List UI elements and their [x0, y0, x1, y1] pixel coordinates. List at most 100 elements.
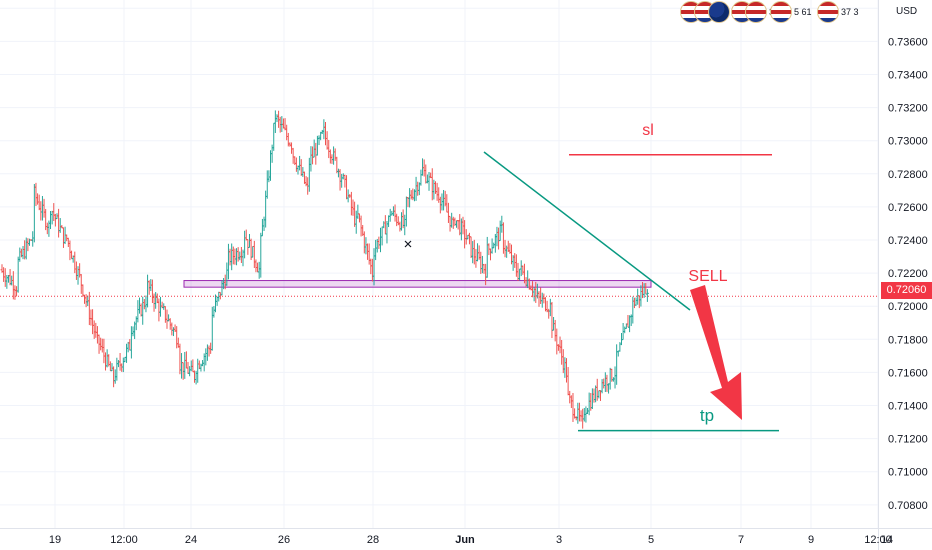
ohlc-bar	[214, 294, 218, 313]
ohlc-bar	[168, 318, 172, 330]
support-zone-layer	[183, 280, 652, 288]
ohlc-bar	[288, 142, 292, 147]
ohlc-bar	[205, 344, 209, 361]
ohlc-bar	[141, 296, 145, 325]
ohlc-bar	[238, 251, 242, 261]
ohlc-bar	[53, 213, 57, 227]
ohlc-bar	[108, 361, 112, 372]
ohlc-bar	[398, 221, 402, 232]
ohlc-bar	[437, 187, 441, 203]
ohlc-bar	[290, 142, 294, 154]
ohlc-bar	[3, 268, 7, 287]
ohlc-bar	[623, 326, 627, 334]
ohlc-bar	[503, 239, 507, 258]
ohlc-bar	[210, 306, 214, 351]
ohlc-bar	[267, 170, 271, 183]
ohlc-bar	[115, 357, 119, 381]
take-profit-label: tp	[700, 406, 714, 425]
ohlc-bar	[574, 416, 578, 421]
ohlc-bar	[291, 147, 295, 164]
ohlc-bar	[403, 214, 407, 236]
ohlc-bar	[239, 246, 243, 264]
ohlc-bar	[351, 199, 355, 216]
ohlc-bar	[45, 222, 49, 235]
y-tick-label: 0.71600	[888, 367, 928, 379]
ohlc-bar	[613, 366, 617, 389]
ohlc-bar	[506, 240, 510, 252]
ohlc-bar	[204, 348, 208, 366]
ohlc-bar	[110, 363, 114, 372]
ohlc-bar	[565, 358, 569, 383]
ohlc-bar	[165, 309, 169, 329]
price-axis[interactable]: 0.73600 0.73400 0.73200 0.73000 0.72800 0.726…	[878, 0, 928, 550]
ohlc-bar	[435, 182, 439, 201]
ohlc-bar	[485, 236, 489, 278]
ohlc-bar	[467, 232, 471, 245]
ohlc-bar	[254, 259, 258, 273]
ohlc-bar	[458, 214, 462, 236]
ohlc-bar	[414, 176, 418, 201]
y-tick-label: 0.72800	[888, 169, 928, 181]
ohlc-bar	[79, 274, 83, 294]
sell-arrow-icon	[690, 285, 742, 420]
economic-event-group[interactable]: 37 3	[817, 0, 859, 24]
ohlc-bar	[34, 182, 38, 207]
ohlc-bar	[68, 240, 72, 261]
ohlc-bar	[537, 291, 541, 307]
ohlc-bar	[100, 338, 104, 353]
ohlc-bar	[212, 306, 216, 318]
ohlc-bar	[142, 299, 146, 310]
ohlc-bar	[597, 390, 601, 399]
ohlc-bar	[353, 201, 357, 227]
ohlc-bar	[180, 353, 184, 379]
ohlc-bar	[333, 148, 337, 161]
ohlc-bar	[451, 216, 455, 229]
ohlc-bar	[251, 245, 255, 258]
x-tick-label: 28	[367, 534, 379, 546]
us-flag-icon	[817, 1, 839, 23]
ohlc-bar	[479, 251, 483, 274]
ohlc-bar	[419, 169, 423, 186]
y-tick-label: 0.72600	[888, 202, 928, 214]
x-tick-label: 12:00	[110, 534, 138, 546]
x-tick-label: 24	[185, 534, 197, 546]
ohlc-bar	[600, 379, 604, 394]
ohlc-bar	[125, 343, 129, 363]
ohlc-bar	[505, 245, 509, 258]
ohlc-bar	[314, 142, 318, 165]
ohlc-bar	[555, 328, 559, 355]
ohlc-bar	[404, 196, 408, 227]
ohlc-bar	[450, 212, 454, 228]
ohlc-bar	[540, 292, 544, 308]
ohlc-bar	[474, 248, 478, 268]
ohlc-bar	[594, 385, 598, 403]
descending-trendline	[483, 151, 691, 311]
ohlc-bar	[330, 154, 334, 164]
ohlc-bar	[320, 129, 324, 134]
sell-label: SELL	[688, 268, 727, 285]
ohlc-bar	[256, 262, 260, 273]
ohlc-bar	[61, 227, 65, 248]
ohlc-bar	[92, 320, 96, 339]
ohlc-bar	[369, 258, 373, 275]
last-price-tag: 0.72060	[881, 282, 932, 299]
ohlc-bar	[233, 248, 237, 265]
ohlc-bar	[548, 298, 552, 317]
economic-event-group[interactable]: 5 61	[770, 0, 812, 24]
ohlc-bar	[343, 174, 347, 188]
ohlc-bar	[183, 351, 187, 379]
ohlc-bar	[312, 139, 316, 158]
ohlc-bar	[307, 157, 311, 192]
ohlc-bar	[42, 198, 46, 218]
ohlc-bar	[569, 395, 573, 408]
ohlc-bar	[455, 220, 459, 228]
y-tick-label: 0.72200	[888, 268, 928, 280]
ohlc-bar	[472, 239, 476, 265]
ohlc-bar	[31, 231, 35, 247]
ohlc-bar	[262, 216, 266, 231]
ohlc-bar	[463, 220, 467, 249]
ohlc-bar	[70, 250, 74, 260]
